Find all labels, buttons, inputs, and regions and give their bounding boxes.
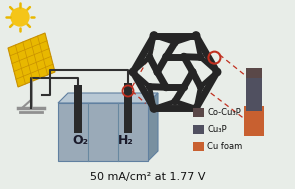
Text: Cu foam: Cu foam [207,142,242,151]
Bar [246,68,262,78]
Bar [58,103,148,161]
Text: H₂: H₂ [118,135,134,147]
Circle shape [197,84,204,90]
Bar [193,108,204,117]
Circle shape [150,32,158,39]
Circle shape [154,69,160,75]
Bar [74,85,82,133]
Bar [244,106,264,136]
Circle shape [172,98,178,104]
Bar [246,73,262,111]
Circle shape [181,53,187,60]
Bar [193,125,204,134]
Polygon shape [58,93,158,103]
Bar [193,142,204,151]
Circle shape [150,105,158,112]
Circle shape [213,68,221,76]
Text: 50 mA/cm² at 1.77 V: 50 mA/cm² at 1.77 V [90,172,206,182]
Circle shape [163,53,169,60]
Polygon shape [148,93,158,161]
Circle shape [163,84,169,91]
Circle shape [181,84,187,91]
Circle shape [172,40,178,46]
Circle shape [197,54,204,60]
Circle shape [192,105,200,112]
Bar [124,83,132,133]
Circle shape [192,32,200,39]
Polygon shape [8,33,55,87]
Circle shape [147,54,153,60]
Circle shape [147,84,153,90]
Circle shape [189,69,196,75]
Text: O₂: O₂ [72,135,88,147]
Circle shape [129,68,137,76]
Text: Co-Cu₃P: Co-Cu₃P [207,108,241,117]
Text: Cu₃P: Cu₃P [207,125,227,134]
Circle shape [11,8,29,26]
